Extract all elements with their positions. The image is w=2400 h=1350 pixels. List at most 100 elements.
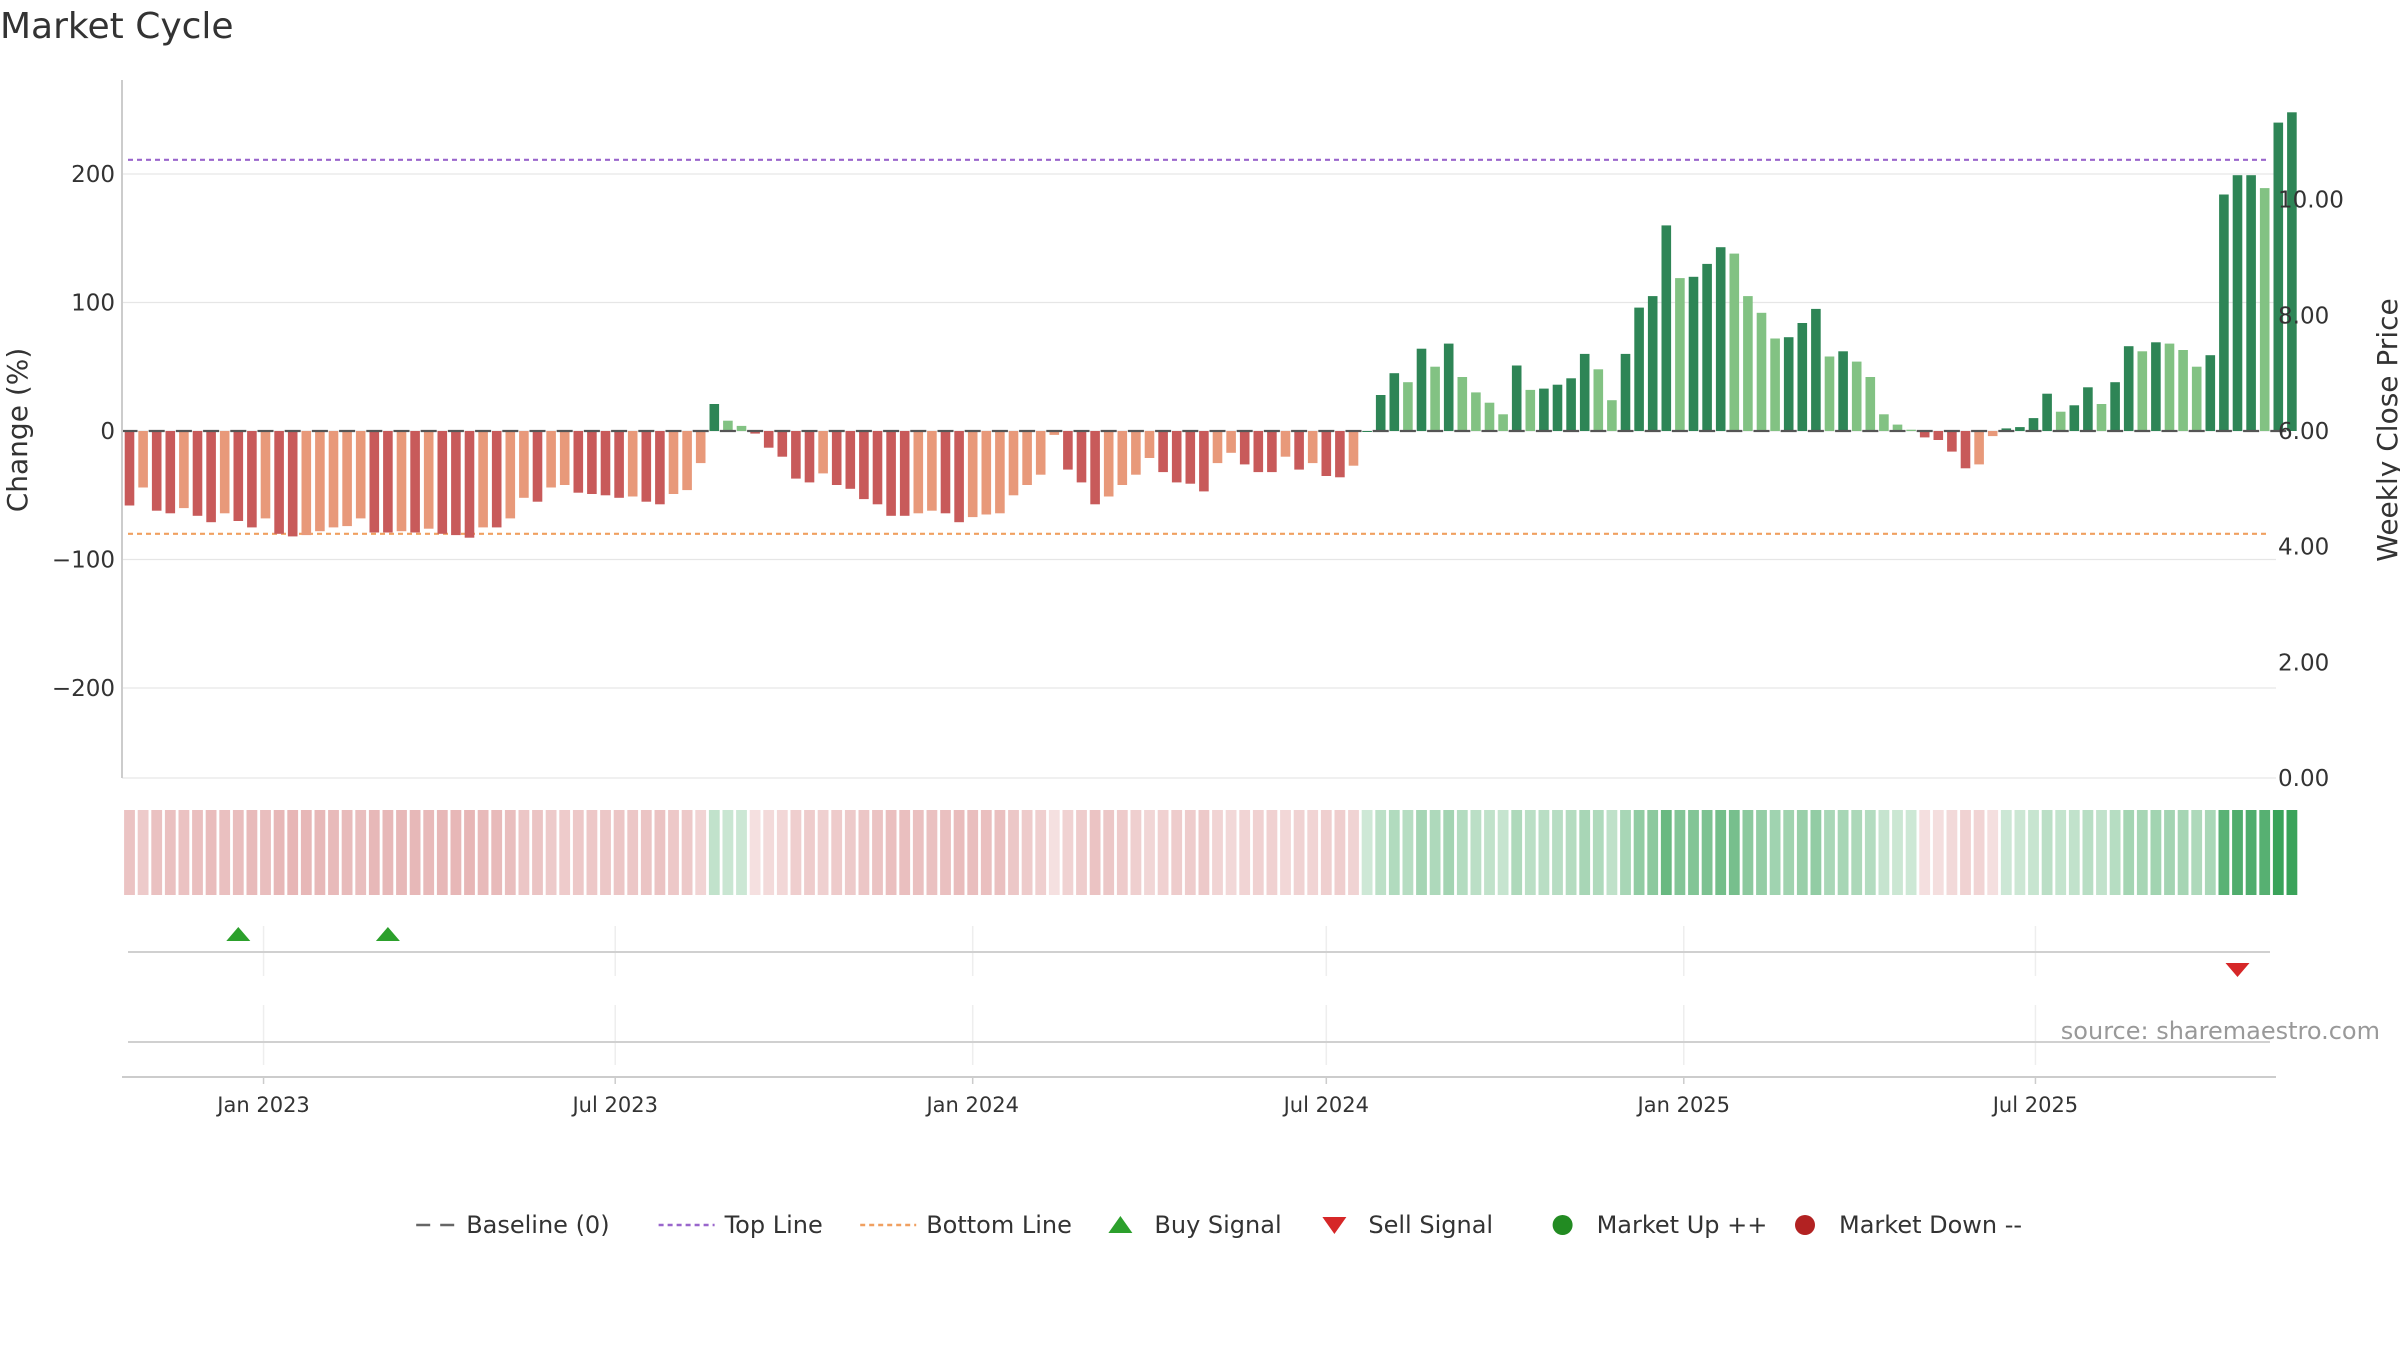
change-bar bbox=[491, 431, 502, 528]
heat-cell bbox=[287, 810, 299, 895]
legend: Baseline (0) Top Line Bottom Line Buy Signa… bbox=[416, 1211, 2022, 1239]
heat-cell bbox=[763, 810, 775, 895]
change-bar bbox=[464, 431, 475, 538]
reference-lines bbox=[128, 158, 2270, 535]
change-bar bbox=[2069, 405, 2080, 431]
heat-cell bbox=[572, 810, 584, 895]
heat-cell bbox=[1973, 810, 1985, 895]
change-bar bbox=[2232, 175, 2243, 431]
heat-cell bbox=[736, 810, 747, 895]
change-bar bbox=[981, 431, 992, 515]
change-bar bbox=[1770, 338, 1780, 431]
heat-cell bbox=[1606, 810, 1618, 895]
heat-cell bbox=[1130, 810, 1142, 895]
heat-cell bbox=[477, 810, 489, 895]
heat-cell bbox=[450, 810, 462, 895]
change-bar bbox=[967, 431, 978, 518]
heat-cell bbox=[1647, 810, 1659, 895]
change-bar bbox=[1539, 388, 1549, 431]
change-bar bbox=[1131, 431, 1141, 475]
change-bar bbox=[1090, 431, 1100, 505]
change-bar bbox=[342, 431, 352, 527]
change-bar bbox=[151, 431, 162, 511]
change-bar bbox=[1851, 361, 1862, 431]
change-bar bbox=[1443, 343, 1454, 431]
heat-cell bbox=[2014, 810, 2026, 895]
heat-cell bbox=[2286, 810, 2298, 895]
heat-cell bbox=[790, 810, 802, 895]
change-bar bbox=[2205, 355, 2216, 431]
signal-panel bbox=[128, 926, 2270, 977]
change-bar bbox=[1389, 373, 1400, 431]
change-bar bbox=[451, 431, 461, 536]
heat-cell bbox=[1239, 810, 1251, 895]
change-bar bbox=[1879, 414, 1889, 431]
heat-cell bbox=[708, 810, 720, 895]
change-bar bbox=[355, 431, 366, 519]
change-bar bbox=[723, 420, 733, 431]
legend-item-5: Market Up ++ bbox=[1552, 1211, 1767, 1239]
change-bar bbox=[315, 431, 325, 532]
x-tick-label: Jul 2025 bbox=[1991, 1093, 2078, 1117]
change-bar bbox=[668, 431, 679, 494]
change-bar bbox=[287, 431, 298, 537]
change-bar bbox=[2110, 382, 2120, 431]
change-bar bbox=[831, 431, 842, 485]
change-bar bbox=[301, 431, 312, 536]
legend-label: Top Line bbox=[724, 1211, 823, 1239]
change-bar bbox=[627, 431, 638, 497]
change-bar bbox=[1430, 366, 1440, 431]
change-bar bbox=[886, 431, 896, 516]
heat-cell bbox=[1497, 810, 1509, 895]
heat-cell bbox=[1307, 810, 1319, 895]
heat-cell bbox=[1864, 810, 1876, 895]
change-bar bbox=[1743, 296, 1753, 431]
change-bar bbox=[2096, 404, 2107, 431]
heat-cell bbox=[1157, 810, 1169, 895]
heat-cell bbox=[164, 810, 176, 895]
heat-cell bbox=[1293, 810, 1305, 895]
change-bar bbox=[1634, 307, 1644, 431]
cycle-heat-strip bbox=[124, 810, 2298, 895]
change-bar bbox=[1797, 323, 1808, 431]
heat-cell bbox=[613, 810, 625, 895]
change-bar bbox=[247, 431, 257, 528]
x-axis: Jan 2023 Jul 2023 Jan 2024 Jul 2024 Jan 2025… bbox=[122, 1076, 2276, 1117]
heat-cell bbox=[491, 810, 503, 895]
heat-cell bbox=[1171, 810, 1183, 895]
heat-cell bbox=[504, 810, 516, 895]
change-bar bbox=[2246, 175, 2256, 431]
change-bar bbox=[505, 431, 516, 519]
heat-cell bbox=[1456, 810, 1468, 895]
heat-cell bbox=[124, 810, 135, 895]
change-bar bbox=[192, 431, 203, 516]
legend-item-2: Bottom Line bbox=[860, 1211, 1072, 1239]
heat-cell bbox=[1633, 810, 1645, 895]
heat-cell bbox=[1987, 810, 1999, 895]
change-bar bbox=[328, 431, 339, 528]
change-bar bbox=[1239, 431, 1250, 465]
change-bar bbox=[396, 431, 407, 532]
change-bar bbox=[559, 431, 570, 485]
heat-cell bbox=[804, 810, 815, 895]
heat-cell bbox=[2272, 810, 2284, 895]
change-bar bbox=[274, 431, 284, 534]
legend-label: Sell Signal bbox=[1368, 1211, 1493, 1239]
legend-swatch bbox=[1108, 1216, 1133, 1233]
heat-cell bbox=[1851, 810, 1863, 895]
heat-cell bbox=[1756, 810, 1767, 895]
heat-cell bbox=[219, 810, 231, 895]
heat-cell bbox=[300, 810, 312, 895]
change-bar bbox=[1484, 402, 1495, 431]
heat-cell bbox=[2177, 810, 2189, 895]
change-bar bbox=[2015, 427, 2025, 431]
change-bar bbox=[1579, 353, 1590, 431]
change-bar bbox=[1403, 382, 1413, 431]
change-bar bbox=[410, 431, 420, 533]
heat-cell bbox=[1375, 810, 1387, 895]
heat-cell bbox=[2068, 810, 2080, 895]
change-bar bbox=[2164, 343, 2175, 431]
heat-cell bbox=[1742, 810, 1754, 895]
change-bar bbox=[1947, 431, 1957, 452]
